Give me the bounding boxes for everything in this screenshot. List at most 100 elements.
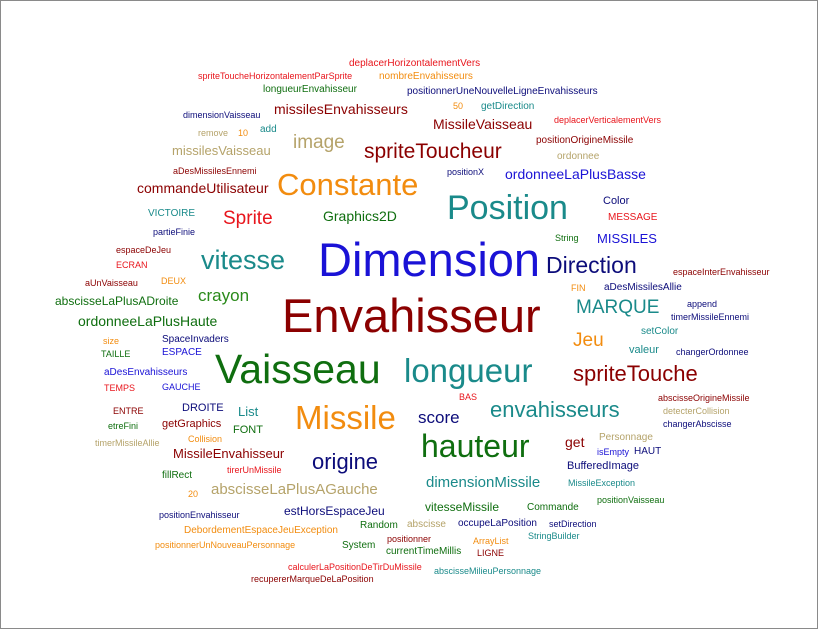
word: vitesse [201,245,286,275]
word: MissileEnvahisseur [173,446,285,461]
word: recupererMarqueDeLaPosition [251,574,374,584]
word: abscisseMilieuPersonnage [434,566,542,576]
word: MARQUE [576,297,660,318]
word: MISSILES [597,231,657,246]
word: espaceDeJeu [116,245,172,255]
word: TEMPS [104,383,136,393]
word: Missile [295,399,396,436]
word: positionEnvahisseur [159,510,240,520]
word: ordonneeLaPlusBasse [505,166,646,182]
word: commandeUtilisateur [137,180,269,196]
word: MissileVaisseau [433,116,533,132]
word: etreFini [108,421,139,431]
word: fillRect [162,470,193,481]
word: aDesMissilesAllie [604,282,682,293]
word: ENTRE [113,406,144,416]
word: spriteToucheHorizontalementParSprite [198,71,353,81]
word: occupeLaPosition [458,518,537,529]
word: Direction [546,252,637,278]
word: Position [447,189,568,227]
word: changerAbscisse [663,419,732,429]
word: setDirection [549,519,597,529]
word: BufferedImage [567,460,639,472]
word: SpaceInvaders [162,334,229,345]
word: System [342,540,376,551]
word: Envahisseur [282,289,541,342]
word: positionVaisseau [597,495,665,505]
word: aDesEnvahisseurs [104,367,188,378]
word: timerMissileEnnemi [671,312,750,322]
word: DEUX [161,276,187,286]
word: positionnerUneNouvelleLigneEnvahisseurs [407,86,598,97]
word: positionOrigineMissile [536,135,634,146]
word: deplacerHorizontalementVers [349,58,481,69]
word: getDirection [481,101,535,112]
word: Constante [277,167,419,202]
word: HAUT [634,446,662,457]
word: append [687,299,718,309]
word: Jeu [573,330,604,351]
word: nombreEnvahisseurs [379,71,473,82]
word: Graphics2D [323,208,397,224]
word: List [238,404,259,419]
word: spriteTouche [573,361,698,386]
word: envahisseurs [490,397,620,422]
word: size [103,336,120,346]
word: FIN [571,283,586,293]
word: abscisse [407,519,446,530]
word: ArrayList [473,536,509,546]
word: StringBuilder [528,531,580,541]
word: Dimension [318,233,541,286]
word: tirerUnMissile [227,465,282,475]
word: hauteur [421,428,530,464]
word: MESSAGE [608,212,658,223]
word: abscisseLaPlusADroite [55,294,179,308]
word: abscisseOrigineMissile [658,393,750,403]
word: 50 [453,101,464,111]
word: estHorsEspaceJeu [284,504,385,518]
word: abscisseLaPlusAGauche [211,481,378,498]
word: detecterCollision [663,406,730,416]
word: VICTOIRE [148,208,196,219]
word: Sprite [223,208,273,229]
word: calculerLaPositionDeTirDuMissile [288,562,422,572]
word: dimensionMissile [426,474,541,491]
word: ECRAN [116,260,148,270]
word: positionner [387,534,432,544]
word: deplacerVerticalementVers [554,115,662,125]
word: getGraphics [162,418,222,430]
word: changerOrdonnee [676,347,749,357]
word: Collision [188,434,223,444]
word: setColor [641,326,679,337]
word: ESPACE [162,347,202,358]
word: get [565,434,585,450]
word: espaceInterEnvahisseur [673,267,770,277]
word: BAS [459,392,478,402]
word: positionX [447,167,485,177]
word: ordonneeLaPlusHaute [78,313,218,329]
word: score [418,408,460,427]
word: String [555,233,579,243]
word: missilesVaisseau [172,143,271,158]
word: origine [312,449,379,474]
word: Commande [527,502,579,513]
word: DebordementEspaceJeuException [184,525,338,536]
word: longueurEnvahisseur [263,84,357,95]
word: Random [360,520,398,531]
word: currentTimeMillis [386,546,462,557]
word: add [260,124,277,135]
word: aUnVaisseau [85,278,138,288]
word: LIGNE [477,548,505,558]
word: 20 [188,489,199,499]
word: DROITE [182,402,224,414]
word: ordonnee [557,151,600,162]
word: 10 [238,128,249,138]
word: FONT [233,424,263,436]
word: crayon [198,286,250,305]
word: Personnage [599,432,653,443]
word: valeur [629,344,659,356]
word: dimensionVaisseau [183,110,261,120]
word: vitesseMissile [425,500,500,514]
word: TAILLE [101,349,131,359]
word: isEmpty [597,447,630,457]
